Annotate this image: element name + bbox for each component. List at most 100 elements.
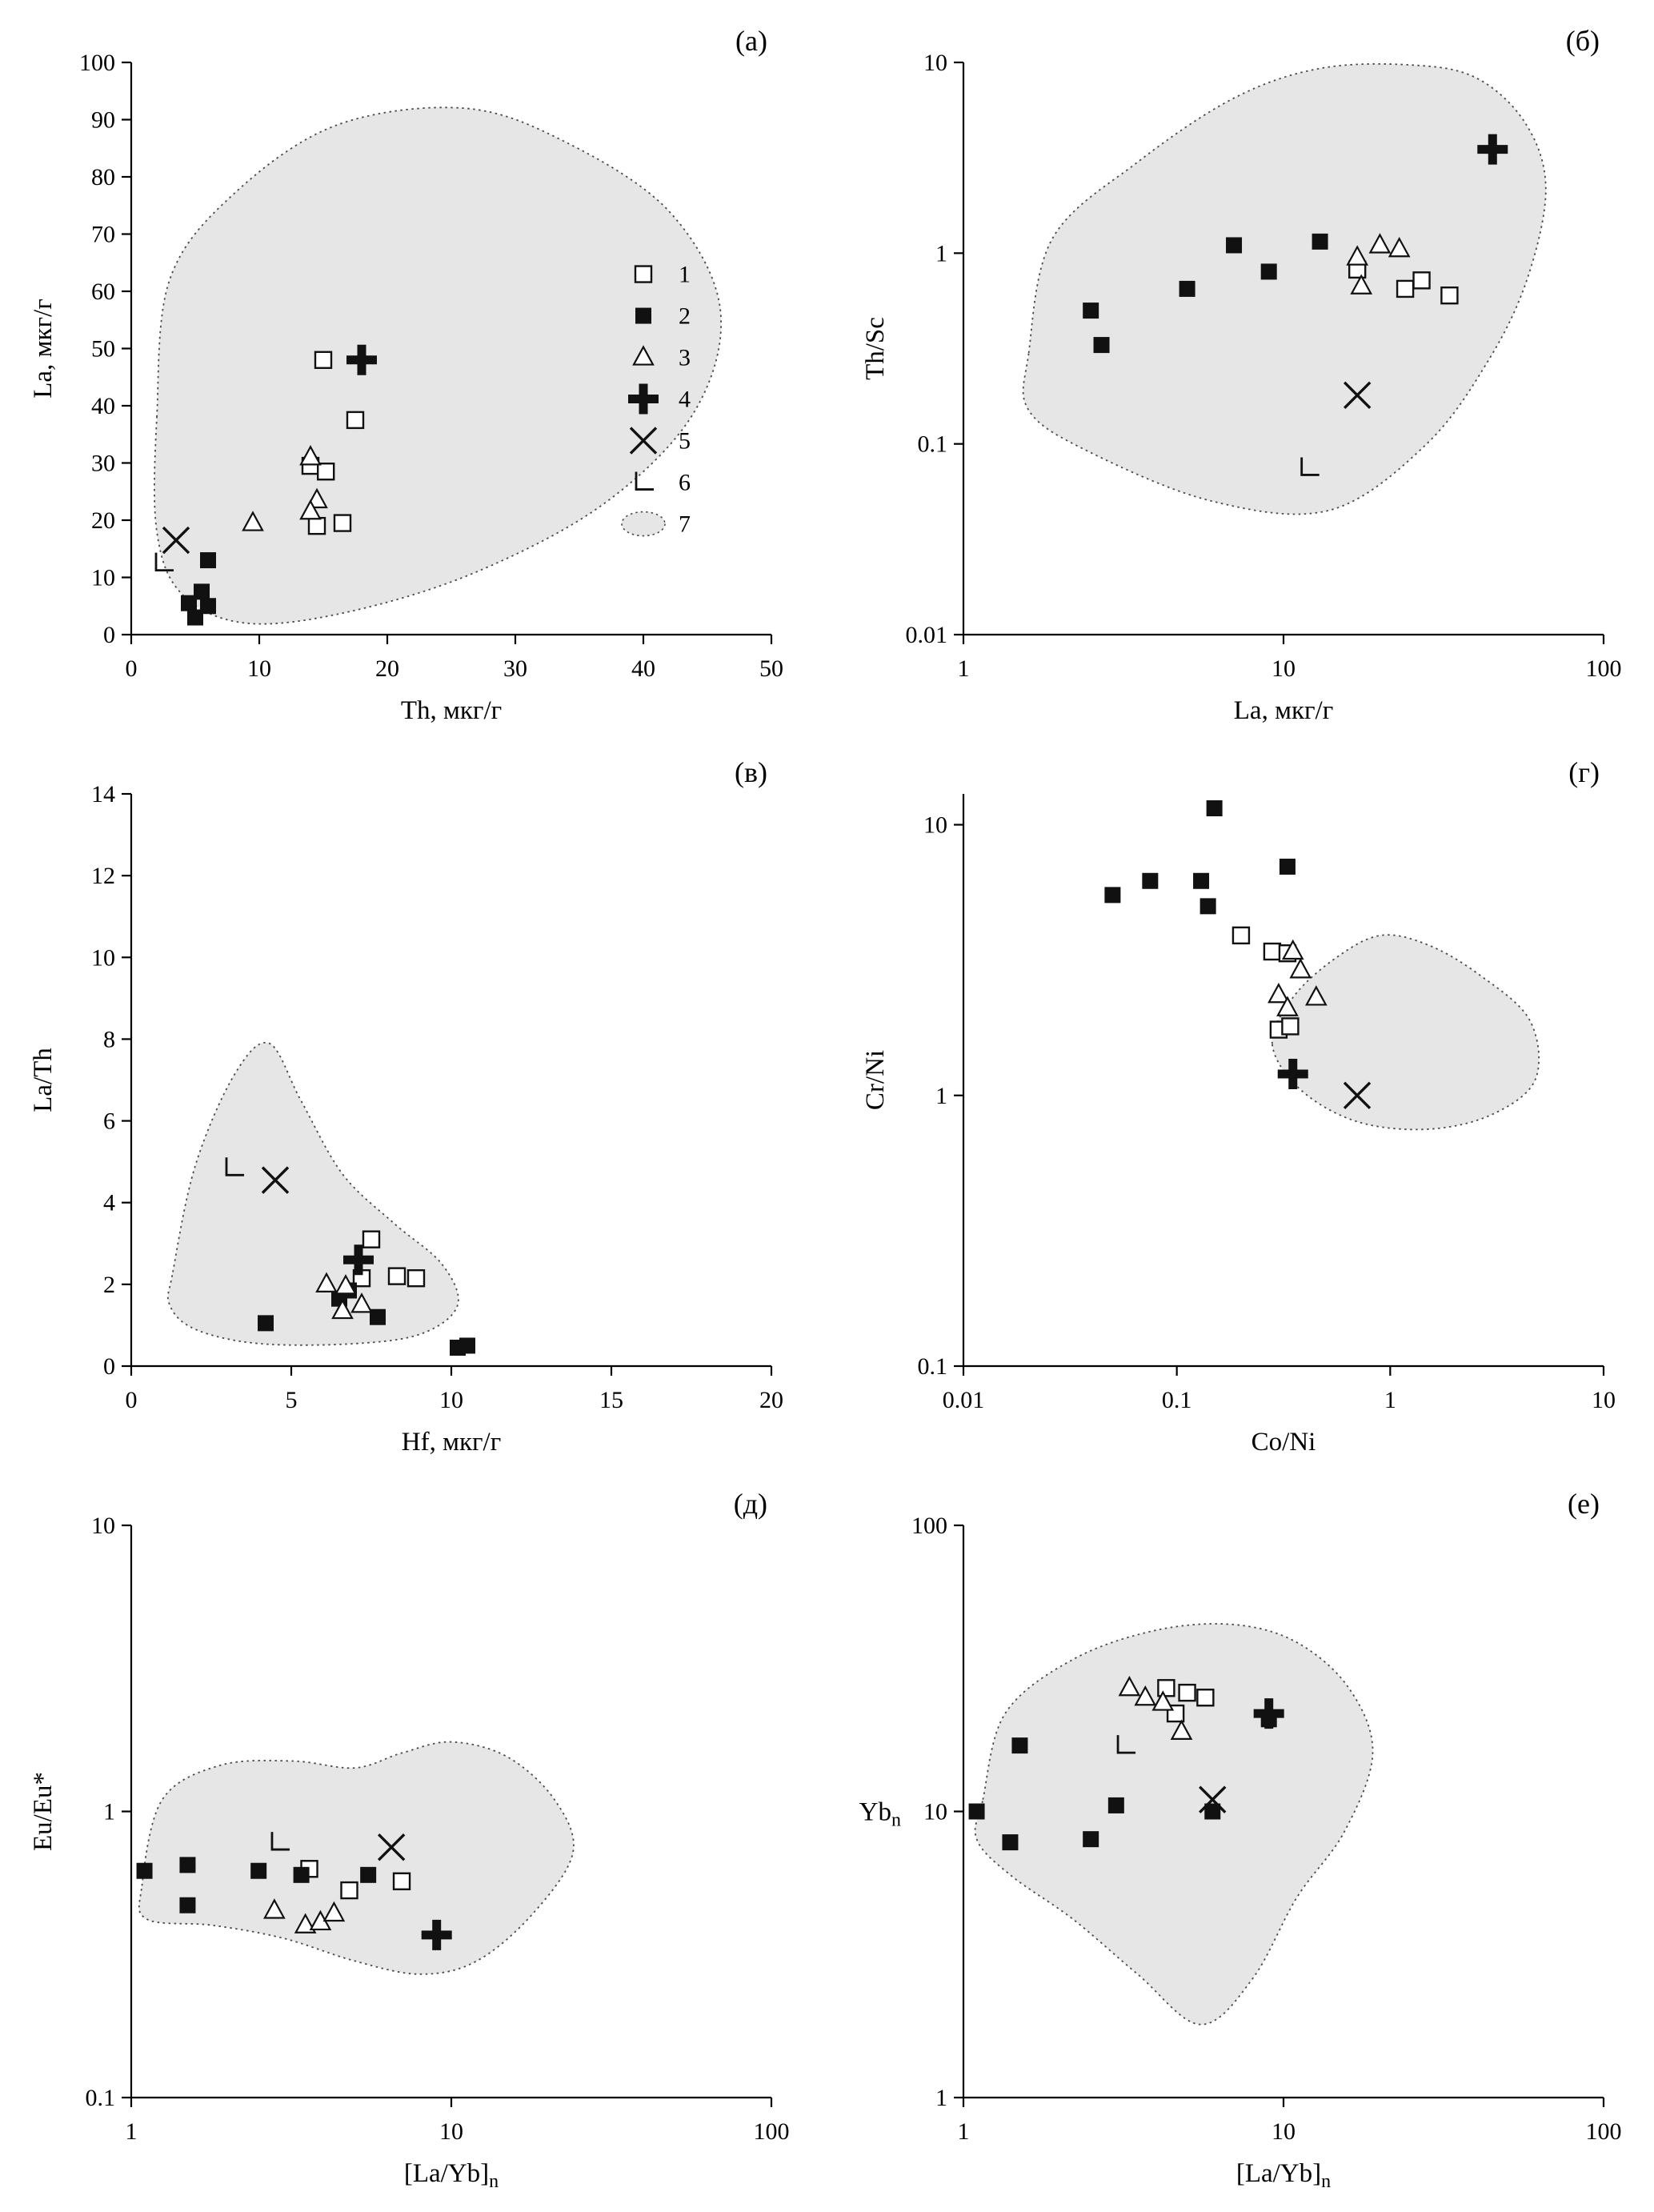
triangle-marker — [330, 1298, 354, 1320]
y-tick-label: 0.01 — [905, 622, 947, 648]
filled-square-marker — [193, 583, 210, 600]
open-square-marker — [1280, 1017, 1300, 1036]
scatter-chart-b: 1 10 100 0.01 0.1 1 10 La, мкг/г Th/Sc (б) — [861, 25, 1622, 725]
y-tick-label: 50 — [91, 336, 115, 363]
triangle-marker — [294, 1913, 316, 1933]
filled-square-marker — [1179, 280, 1195, 297]
triangle-marker — [298, 445, 322, 466]
scatter-chart-v: 0 5 10 15 20 0 2 4 6 8 10 12 14 Hf, мкг/г La/Th (в) — [29, 756, 783, 1457]
y-tick-label: 20 — [91, 507, 115, 534]
series-3 — [314, 1272, 373, 1320]
open-square-marker — [314, 351, 332, 369]
series-2 — [180, 552, 216, 626]
filled-square-marker — [1199, 898, 1216, 915]
open-square-marker — [339, 1881, 358, 1900]
y-axis-label: La, мкг/г — [29, 299, 58, 398]
y-tick-label: 40 — [91, 393, 115, 419]
y-tick-label: 0 — [103, 622, 115, 648]
filled-square-marker — [635, 307, 651, 324]
x-tick-label: 15 — [599, 1387, 623, 1413]
scatter-chart-d: 1 10 100 0.1 1 10 [La/Yb]n Eu/Eu* (д) — [29, 1488, 790, 2192]
x-marker — [377, 1833, 405, 1861]
legend-label: 2 — [679, 303, 691, 330]
panel-label: (а) — [735, 25, 767, 57]
x-tick-label: 0 — [125, 1387, 137, 1413]
filled-square-marker — [186, 609, 203, 626]
y-tick-label: 12 — [91, 863, 115, 889]
x-tick-label: 40 — [631, 655, 655, 682]
legend-label: 3 — [679, 345, 691, 371]
series-4 — [1253, 1698, 1284, 1729]
triangle-marker — [262, 1898, 286, 1919]
panel-e: 1 10 100 1 10 100 [La/Yb]n Ybn (е) — [843, 1477, 1644, 2198]
y-tick-label: 0 — [103, 1353, 115, 1380]
x-tick-label: 1 — [957, 2118, 969, 2145]
series-3 — [262, 1898, 345, 1933]
scatter-chart-a: 0 10 20 30 40 50 0 10 20 30 40 50 60 70 80 90 100 Th, мкг… — [29, 25, 783, 725]
y-tick-label: 10 — [923, 1799, 947, 1825]
filled-square-marker — [1141, 872, 1158, 889]
x-axis-label: La, мкг/г — [1233, 696, 1332, 725]
panel-g: 0.01 0.1 1 10 0.1 1 10 Co/Ni Cr/Ni (г) — [843, 746, 1644, 1466]
open-square-marker — [387, 1267, 406, 1285]
x-tick-label: 10 — [439, 2118, 463, 2145]
filled-square-marker — [257, 1315, 274, 1332]
field-region — [138, 1741, 575, 1975]
filled-square-marker — [293, 1866, 310, 1883]
y-tick-label: 1 — [935, 240, 947, 266]
series-3 — [241, 445, 328, 531]
y-axis-label: Ybn — [859, 1798, 900, 1831]
x-marker — [1343, 381, 1371, 410]
y-tick-label: 10 — [923, 50, 947, 76]
triangle-marker — [314, 1272, 338, 1292]
filled-square-marker — [178, 1857, 195, 1873]
x-tick-label: 10 — [439, 1387, 463, 1413]
y-tick-label: 100 — [911, 1513, 947, 1539]
corner-marker — [270, 1832, 290, 1851]
panel-label: (е) — [1568, 1488, 1600, 1520]
plus-marker — [627, 383, 659, 415]
y-tick-label: 0.1 — [85, 2085, 115, 2111]
legend-item-5: 5 — [629, 427, 691, 455]
open-square-marker — [634, 265, 652, 283]
filled-square-marker — [1082, 1831, 1099, 1848]
x-axis-label: Th, мкг/г — [400, 696, 501, 725]
plus-marker — [421, 1919, 452, 1950]
y-tick-label: 14 — [91, 781, 115, 807]
series-1 — [1231, 926, 1300, 1039]
filled-square-marker — [1203, 1803, 1220, 1820]
field-region — [1271, 934, 1540, 1131]
series-2 — [1103, 800, 1296, 915]
x-tick-label: 1 — [125, 2118, 137, 2145]
filled-square-marker — [250, 1862, 266, 1879]
plus-marker — [1476, 134, 1508, 165]
filled-square-marker — [968, 1803, 985, 1820]
filled-square-marker — [1103, 887, 1120, 904]
triangle-marker — [1345, 245, 1368, 266]
scatter-chart-e: 1 10 100 1 10 100 [La/Yb]n Ybn (е) — [859, 1488, 1621, 2192]
x-tick-label: 100 — [1585, 655, 1621, 682]
series-5 — [1343, 1081, 1371, 1109]
y-axis-label: Cr/Ni — [861, 1050, 890, 1110]
filled-square-marker — [1312, 233, 1328, 250]
open-square-marker — [333, 514, 351, 532]
open-square-marker — [1396, 279, 1414, 299]
triangle-marker — [334, 1274, 357, 1295]
y-tick-label: 10 — [91, 1513, 115, 1539]
open-square-marker — [316, 463, 334, 481]
x-axis-label: Hf, мкг/г — [401, 1428, 500, 1457]
open-square-marker — [1263, 942, 1281, 961]
legend-label: 5 — [679, 428, 691, 455]
series-5 — [162, 526, 190, 555]
legend-label: 4 — [679, 387, 691, 413]
legend-label: 1 — [679, 262, 691, 288]
y-tick-label: 10 — [91, 565, 115, 591]
legend-item-6: 6 — [635, 470, 691, 496]
series-5 — [1343, 381, 1371, 410]
x-axis-label: Co/Ni — [1251, 1428, 1316, 1457]
panel-label: (д) — [733, 1488, 767, 1520]
x-tick-label: 0.1 — [1161, 1387, 1191, 1413]
triangle-marker — [1304, 985, 1328, 1006]
field-ellipse — [620, 511, 666, 537]
